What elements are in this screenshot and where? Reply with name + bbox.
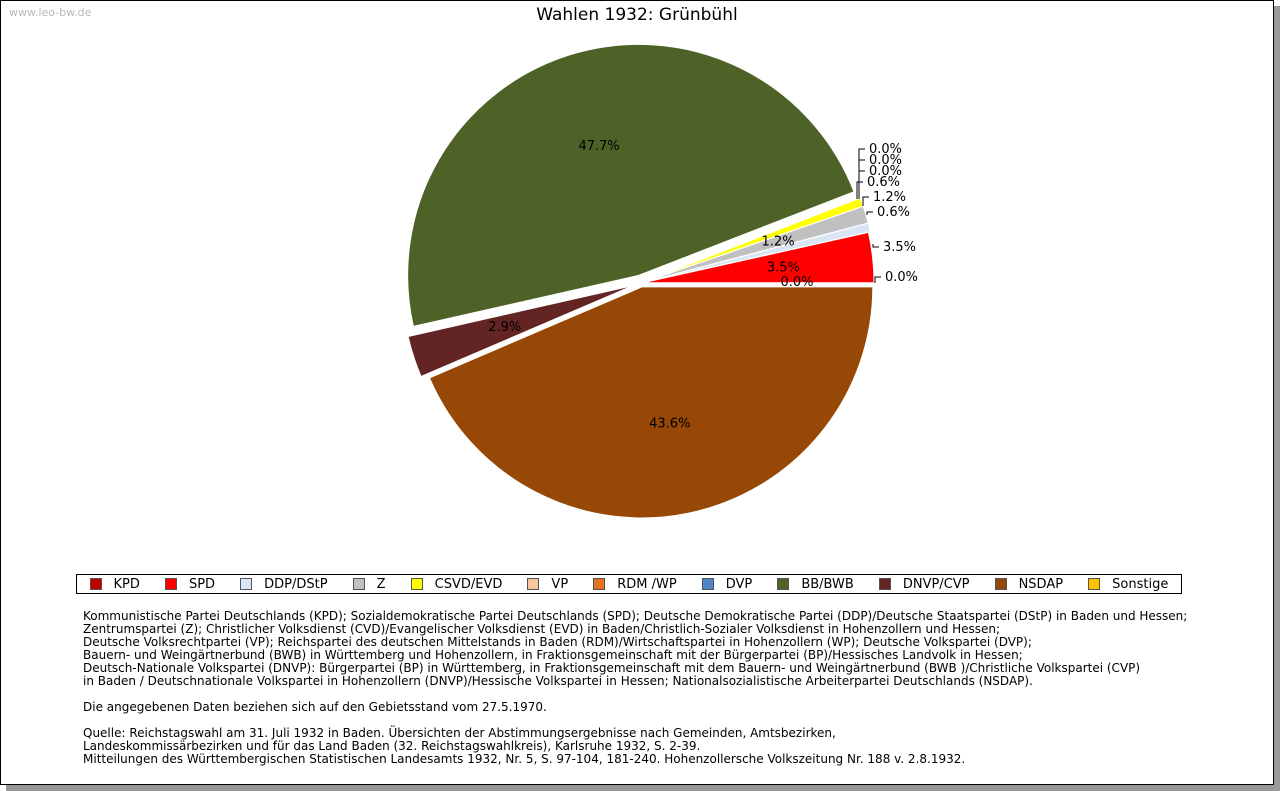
legend-item: KPD xyxy=(89,576,140,592)
slice-label: 3.5% xyxy=(767,260,800,275)
slice-label: 43.6% xyxy=(649,416,690,431)
callout-line xyxy=(858,148,865,199)
callout-line xyxy=(862,196,869,206)
callout-label: 0.0% xyxy=(885,270,918,285)
chart-title: Wahlen 1932: Grünbühl xyxy=(536,5,738,25)
legend-label: DNVP/CVP xyxy=(902,576,970,592)
callout-label: 0.0% xyxy=(869,164,902,179)
legend-swatch xyxy=(994,578,1007,590)
source-note-line: Mitteilungen des Württembergischen Stati… xyxy=(83,752,966,766)
legend-swatch xyxy=(1088,578,1101,590)
legend-item: Sonstige xyxy=(1088,577,1168,592)
source-note-line: Landeskommissärbezirken und für das Land… xyxy=(83,739,701,753)
legend-label: SPD xyxy=(188,576,216,592)
legend-label: Z xyxy=(376,576,386,592)
legend-item: RDM /WP xyxy=(593,576,677,592)
callout-label: 0.0% xyxy=(869,153,902,168)
legend-swatch xyxy=(89,578,102,590)
pie-slice-bb-bwb xyxy=(407,43,855,327)
legend-item: VP xyxy=(527,577,568,592)
slice-label-zero: 0.0% xyxy=(780,275,813,290)
legend: KPD SPD DDP/DStP Z CSVD/EVD VP RDM /WP DVP BB/BW… xyxy=(76,574,1182,594)
legend-swatch xyxy=(593,578,606,590)
legend-swatch xyxy=(240,578,253,590)
callout-line xyxy=(872,244,879,248)
legend-label: Sonstige xyxy=(1112,576,1169,592)
slice-label: 1.2% xyxy=(762,234,795,249)
legend-label: KPD xyxy=(113,576,140,592)
callout-label: 3.5% xyxy=(883,240,916,255)
party-note-line: Deutsch-Nationale Volkspartei (DNVP): Bü… xyxy=(83,661,1141,675)
legend-item: DDP/DStP xyxy=(240,576,328,592)
legend-swatch xyxy=(527,578,540,590)
callout-line xyxy=(858,159,865,199)
legend-item: BB/BWB xyxy=(777,576,854,592)
party-note-line: Zentrumspartei (Z); Christlicher Volksdi… xyxy=(83,622,1001,636)
pie-slice-csvd-evd xyxy=(644,197,864,283)
watermark: www.leo-bw.de xyxy=(9,6,92,19)
source-notes: Quelle: Reichstagswahl am 31. Juli 1932 … xyxy=(83,727,1233,766)
callout-line xyxy=(874,276,881,283)
callout-line xyxy=(858,170,865,199)
legend-swatch xyxy=(352,578,365,590)
legend-swatch xyxy=(878,578,891,590)
legend-label: RDM /WP xyxy=(617,576,677,592)
source-note-line: Quelle: Reichstagswahl am 31. Juli 1932 … xyxy=(83,726,836,740)
legend-label: BB/BWB xyxy=(801,576,854,592)
party-note-line: in Baden / Deutschnationale Volkspartei … xyxy=(83,674,1033,688)
legend-item: CSVD/EVD xyxy=(410,576,503,592)
legend-item: DVP xyxy=(701,576,753,592)
legend-swatch xyxy=(777,578,790,590)
legend-item: SPD xyxy=(164,576,216,592)
legend-item: Z xyxy=(352,576,386,592)
party-note-line: Kommunistische Partei Deutschlands (KPD)… xyxy=(83,609,1188,623)
legend-label: DVP xyxy=(725,576,753,592)
legend-label: VP xyxy=(551,576,569,592)
callout-label: 0.6% xyxy=(877,205,910,220)
inner-labels: 3.5% 1.2% 47.7% 2.9% 43.6% 0.0% xyxy=(488,139,813,431)
notes: Kommunistische Partei Deutschlands (KPD)… xyxy=(83,610,1233,766)
legend-label: NSDAP xyxy=(1018,576,1064,592)
party-note-line: Deutsche Volksrechtpartei (VP); Reichspa… xyxy=(83,635,1032,649)
pie-slice-nsdap xyxy=(428,286,874,519)
callout-label: 1.2% xyxy=(873,190,906,205)
legend-item: DNVP/CVP xyxy=(878,576,970,592)
pie-slices xyxy=(407,43,875,519)
callout-line xyxy=(866,211,873,215)
legend-swatch xyxy=(701,578,714,590)
party-notes: Kommunistische Partei Deutschlands (KPD)… xyxy=(83,610,1233,688)
legend-label: DDP/DStP xyxy=(264,576,328,592)
outer-labels: 0.0%0.0%0.0%0.6%1.2%0.6%3.5%0.0% xyxy=(856,142,918,285)
legend-label: CSVD/EVD xyxy=(434,576,503,592)
legend-item: NSDAP xyxy=(994,576,1064,592)
slice-label: 2.9% xyxy=(488,320,521,335)
legend-swatch xyxy=(410,578,423,590)
callout-label: 0.0% xyxy=(869,142,902,157)
slice-label: 47.7% xyxy=(578,139,619,154)
pie-slice-dnvp-cvp xyxy=(407,284,634,378)
callout-line xyxy=(856,181,863,199)
legend-swatch xyxy=(164,578,177,590)
party-note-line: Bauern- und Weingärtnerbund (BWB) in Wür… xyxy=(83,648,1023,662)
pie-chart: 3.5%1.2%47.7%2.9%43.6%0.0% 0.0%0.0%0.0%0… xyxy=(407,43,918,519)
territory-note: Die angegebenen Daten beziehen sich auf … xyxy=(83,700,547,714)
callout-label: 0.6% xyxy=(867,175,900,190)
